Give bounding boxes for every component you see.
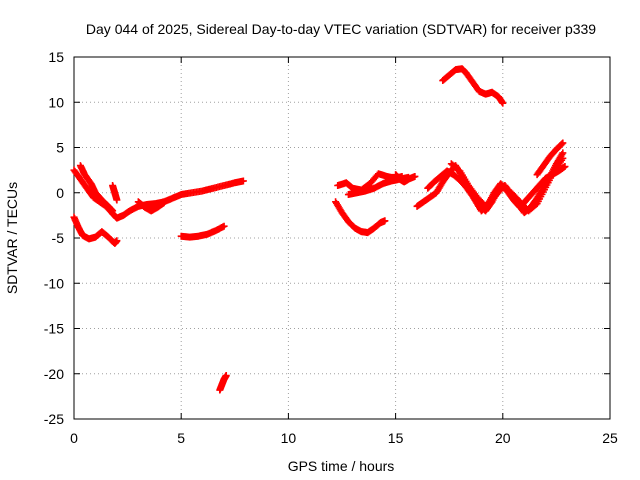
axis-ticks bbox=[73, 56, 611, 420]
x-tick-label: 0 bbox=[70, 430, 78, 446]
y-tick-label: -15 bbox=[44, 321, 64, 337]
data-point bbox=[113, 237, 121, 245]
x-axis-label: GPS time / hours bbox=[288, 458, 395, 474]
data-point bbox=[222, 372, 230, 380]
y-tick-label: -10 bbox=[44, 275, 64, 291]
series-arc-b bbox=[76, 162, 117, 215]
data-point bbox=[160, 199, 168, 207]
series-arc-k bbox=[392, 171, 419, 186]
data-point bbox=[558, 140, 566, 148]
data-point bbox=[561, 163, 569, 171]
data-point bbox=[559, 139, 567, 147]
series-arc-p bbox=[439, 65, 507, 107]
series-arc-h bbox=[332, 198, 389, 237]
y-tick-label: 15 bbox=[48, 49, 64, 65]
data-points bbox=[70, 65, 569, 394]
data-point bbox=[113, 196, 121, 204]
series-arc-g bbox=[216, 372, 230, 394]
data-point bbox=[109, 207, 117, 215]
series-arc-n bbox=[447, 154, 567, 215]
data-point bbox=[239, 177, 247, 185]
data-point bbox=[220, 222, 228, 230]
chart-title: Day 044 of 2025, Sidereal Day-to-day VTE… bbox=[86, 21, 596, 37]
x-tick-label: 20 bbox=[495, 430, 511, 446]
series-arc-o bbox=[533, 139, 567, 179]
y-tick-label: -20 bbox=[44, 366, 64, 382]
series-arc-d bbox=[109, 182, 121, 204]
data-point bbox=[381, 217, 389, 225]
data-point bbox=[559, 154, 567, 162]
series-arc-c bbox=[70, 213, 121, 247]
series-arc-e bbox=[134, 198, 168, 215]
x-tick-label: 10 bbox=[281, 430, 297, 446]
y-tick-label: 0 bbox=[56, 185, 64, 201]
x-tick-label: 5 bbox=[177, 430, 185, 446]
data-point bbox=[499, 99, 507, 107]
y-tick-label: -25 bbox=[44, 411, 64, 427]
y-tick-labels: -25 -20 -15 -10 -5 0 5 10 15 bbox=[44, 49, 64, 427]
series-arc-f bbox=[177, 222, 228, 241]
x-tick-label: 25 bbox=[602, 430, 618, 446]
grid-lines bbox=[74, 57, 610, 419]
y-axis-label: SDTVAR / TECUs bbox=[4, 182, 20, 294]
y-tick-label: 10 bbox=[48, 94, 64, 110]
x-tick-labels: 0 5 10 15 20 25 bbox=[70, 430, 618, 446]
data-point bbox=[411, 172, 419, 180]
y-tick-label: -5 bbox=[52, 230, 65, 246]
y-tick-label: 5 bbox=[56, 140, 64, 156]
x-tick-label: 15 bbox=[388, 430, 404, 446]
